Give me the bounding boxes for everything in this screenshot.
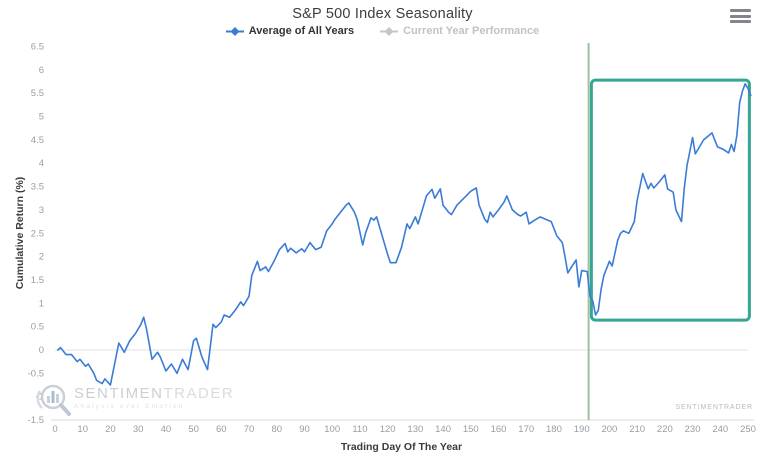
x-tick-label: 250 <box>740 424 756 435</box>
x-tick-label: 110 <box>352 424 367 435</box>
x-tick-label: 150 <box>463 424 479 435</box>
watermark-tagline: Analysis over Emotion <box>74 403 185 410</box>
x-tick-label: 100 <box>324 424 340 435</box>
y-tick-label: 5.5 <box>31 88 44 99</box>
legend-marker-icon <box>380 26 399 36</box>
x-tick-label: 90 <box>299 424 310 435</box>
y-tick-label: 4.5 <box>31 135 44 146</box>
y-tick-label: 6.5 <box>31 42 44 53</box>
y-tick-label: 4 <box>39 158 44 169</box>
y-tick-label: 6 <box>39 65 44 76</box>
x-tick-label: 160 <box>491 424 507 435</box>
x-tick-label: 170 <box>518 424 534 435</box>
x-tick-label: 230 <box>685 424 701 435</box>
x-tick-label: 120 <box>380 424 396 435</box>
menu-bar <box>730 20 751 23</box>
legend-item-current-year[interactable]: Current Year Performance <box>380 25 539 37</box>
y-tick-label: -1 <box>36 392 44 403</box>
y-tick-label: -1.5 <box>28 415 44 426</box>
y-tick-label: 0.5 <box>31 322 44 333</box>
watermark: SENTIMENTRADER Analysis over Emotion <box>36 381 256 419</box>
x-tick-label: 40 <box>161 424 172 435</box>
average-of-all-years-line[interactable] <box>56 83 752 386</box>
x-tick-label: 30 <box>133 424 144 435</box>
x-tick-label: 190 <box>574 424 590 435</box>
y-tick-label: 1.5 <box>31 275 44 286</box>
y-tick-label: 5 <box>39 112 44 123</box>
menu-bar <box>730 9 751 12</box>
x-tick-label: 220 <box>657 424 673 435</box>
x-tick-label: 0 <box>52 424 57 435</box>
x-tick-label: 10 <box>77 424 88 435</box>
legend-marker-icon <box>225 26 244 36</box>
corner-watermark: SENTIMENTRADER <box>675 404 753 411</box>
x-tick-label: 140 <box>435 424 451 435</box>
x-tick-label: 200 <box>601 424 617 435</box>
y-tick-label: 3.5 <box>31 182 44 193</box>
hamburger-menu-icon[interactable] <box>730 9 751 24</box>
x-tick-label: 80 <box>271 424 282 435</box>
x-tick-label: 130 <box>407 424 423 435</box>
y-tick-label: 2 <box>39 252 44 263</box>
sentimentrader-logo-icon <box>36 384 71 416</box>
x-tick-label: 70 <box>244 424 255 435</box>
x-tick-label: 240 <box>712 424 728 435</box>
menu-bar <box>730 14 751 18</box>
highlight-box <box>589 78 751 322</box>
y-tick-label: 1 <box>39 298 44 309</box>
legend-label: Average of All Years <box>248 25 355 37</box>
x-tick-label: 50 <box>188 424 199 435</box>
watermark-brand: SENTIMENTRADER <box>74 385 235 402</box>
legend: Average of All Years Current Year Perform… <box>0 25 765 37</box>
legend-label: Current Year Performance <box>403 25 540 37</box>
y-tick-label: -0.5 <box>28 368 44 379</box>
y-axis-title: Cumulative Return (%) <box>14 176 26 290</box>
x-tick-label: 20 <box>105 424 116 435</box>
x-tick-label: 210 <box>629 424 645 435</box>
y-tick-label: 0 <box>39 345 44 356</box>
x-tick-label: 180 <box>546 424 562 435</box>
x-axis-title: Trading Day Of The Year <box>340 441 463 453</box>
y-tick-label: 2.5 <box>31 228 44 239</box>
legend-item-average[interactable]: Average of All Years <box>225 25 355 37</box>
chart-title: S&P 500 Index Seasonality <box>292 6 473 22</box>
y-tick-label: 3 <box>39 205 44 216</box>
x-tick-label: 60 <box>216 424 227 435</box>
